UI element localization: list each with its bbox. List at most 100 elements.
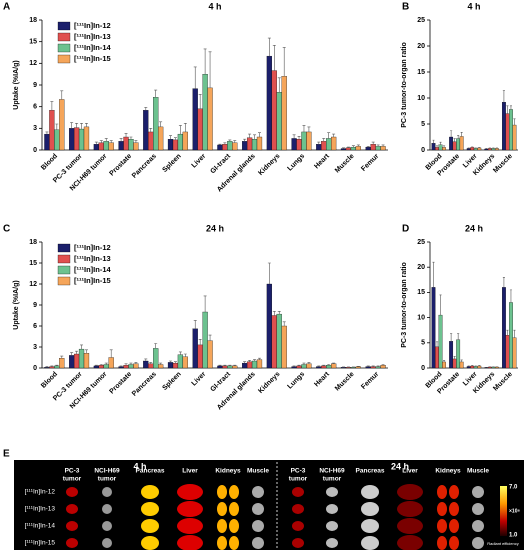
- bar: [321, 365, 327, 369]
- organ-image: [472, 537, 484, 549]
- bar: [69, 355, 75, 369]
- column-label: Kidneys: [215, 468, 241, 475]
- x-tick-label: Heart: [313, 152, 331, 170]
- bar: [477, 147, 482, 151]
- error-bar: [471, 146, 474, 148]
- bar: [192, 88, 198, 151]
- legend-swatch: [57, 276, 71, 286]
- x-tick-label: GI-tract: [210, 152, 233, 175]
- bar: [93, 365, 99, 369]
- organ-image: [437, 519, 447, 533]
- error-bar: [183, 353, 187, 357]
- error-bar: [322, 138, 326, 142]
- group-title: 24 h: [391, 461, 409, 471]
- error-bar: [144, 358, 148, 361]
- organ-image: [361, 485, 379, 499]
- bar: [452, 358, 457, 369]
- y-tick-label: 18: [29, 239, 37, 246]
- bar: [103, 141, 109, 151]
- error-bar: [292, 365, 296, 367]
- bar: [133, 363, 139, 369]
- legend-label: [¹¹¹In]In-14: [74, 43, 111, 52]
- organ-image: [326, 504, 338, 514]
- error-bar: [208, 51, 212, 88]
- organ-image: [326, 487, 338, 497]
- error-bar: [203, 48, 207, 75]
- error-bar: [248, 360, 252, 362]
- y-axis-label: PC-3 tumor-to-organ ratio: [401, 262, 408, 348]
- error-bar: [173, 361, 177, 364]
- error-bar: [55, 123, 59, 130]
- error-bar: [149, 128, 153, 132]
- error-bar: [272, 311, 276, 316]
- bar: [442, 361, 446, 369]
- bar: [83, 353, 90, 369]
- y-tick-label: 6: [33, 104, 37, 111]
- bar: [365, 366, 371, 369]
- organ-image: [397, 484, 423, 500]
- organ-image: [102, 504, 112, 514]
- x-tick-label: Muscle: [492, 153, 514, 175]
- organ-image: [397, 518, 423, 534]
- bar: [232, 365, 238, 369]
- chart-title: 24 h: [206, 223, 224, 233]
- y-tick-label: 3: [33, 344, 37, 351]
- organ-image: [449, 502, 459, 516]
- y-tick-label: 12: [29, 281, 37, 288]
- error-bar: [282, 47, 286, 77]
- column-label: Liver: [182, 468, 198, 475]
- bar: [202, 311, 208, 369]
- bar: [182, 356, 188, 369]
- error-bar: [509, 289, 513, 303]
- chart-title: 4 h: [208, 1, 221, 11]
- bar: [296, 139, 302, 151]
- error-bar: [193, 320, 197, 329]
- panel-letter: C: [3, 224, 10, 235]
- legend-label: [¹¹¹In]In-15: [74, 54, 111, 63]
- bar: [78, 348, 85, 369]
- error-bar: [134, 362, 138, 364]
- bar: [491, 366, 496, 369]
- bar: [350, 146, 357, 151]
- organ-image: [449, 519, 459, 533]
- error-bar: [119, 138, 123, 142]
- column-label: tumor: [323, 476, 342, 483]
- error-bar: [435, 341, 439, 347]
- error-bar: [297, 364, 301, 366]
- bar: [449, 136, 454, 151]
- error-bar: [277, 77, 281, 93]
- bar: [123, 136, 129, 151]
- bar: [242, 362, 248, 369]
- bar: [431, 287, 436, 369]
- bar: [375, 366, 381, 369]
- bar: [242, 141, 248, 151]
- organ-image: [326, 538, 338, 548]
- organ-image: [397, 535, 423, 550]
- organ-image: [252, 486, 264, 498]
- y-tick-label: 0: [33, 147, 37, 154]
- error-bar: [70, 352, 74, 356]
- bar: [256, 359, 263, 369]
- bar: [296, 365, 302, 369]
- bar: [197, 108, 203, 151]
- panel-letter: B: [402, 2, 409, 13]
- error-bar: [381, 144, 385, 147]
- organ-image: [141, 536, 159, 550]
- legend-label: [¹¹¹In]In-12: [74, 243, 111, 252]
- bar: [207, 340, 213, 369]
- error-bar: [467, 147, 470, 149]
- error-bar: [376, 365, 380, 367]
- bar: [153, 348, 159, 369]
- organ-image: [229, 536, 239, 550]
- x-tick-label: Muscle: [492, 371, 514, 393]
- y-tick-label: 15: [29, 260, 37, 267]
- organ-image: [292, 504, 304, 514]
- legend-swatch: [57, 54, 71, 64]
- legend-swatch: [57, 32, 71, 42]
- bar: [345, 367, 352, 369]
- error-bar: [109, 140, 113, 143]
- colorbar: [500, 486, 507, 536]
- error-bar: [272, 44, 276, 71]
- error-bar: [233, 364, 237, 366]
- bar: [256, 136, 263, 151]
